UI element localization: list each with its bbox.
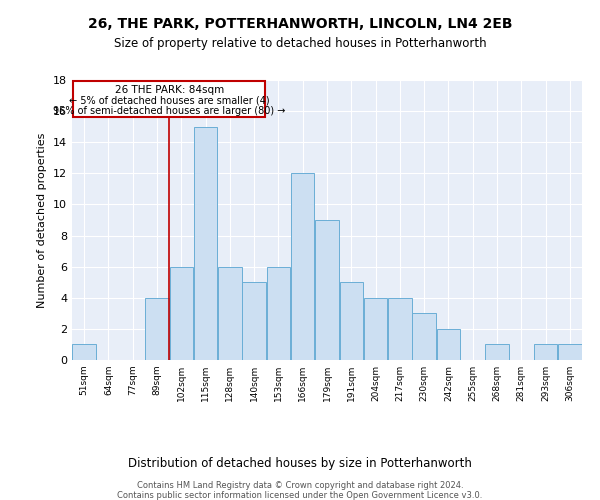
- Bar: [412, 314, 436, 360]
- Bar: [340, 282, 363, 360]
- Bar: [437, 329, 460, 360]
- Bar: [534, 344, 557, 360]
- Bar: [364, 298, 388, 360]
- Y-axis label: Number of detached properties: Number of detached properties: [37, 132, 47, 308]
- FancyBboxPatch shape: [73, 81, 265, 118]
- Bar: [194, 126, 217, 360]
- Bar: [485, 344, 509, 360]
- Text: Size of property relative to detached houses in Potterhanworth: Size of property relative to detached ho…: [113, 38, 487, 51]
- Bar: [388, 298, 412, 360]
- Text: Contains HM Land Registry data © Crown copyright and database right 2024.: Contains HM Land Registry data © Crown c…: [137, 481, 463, 490]
- Bar: [218, 266, 242, 360]
- Bar: [558, 344, 581, 360]
- Bar: [170, 266, 193, 360]
- Text: Contains public sector information licensed under the Open Government Licence v3: Contains public sector information licen…: [118, 491, 482, 500]
- Bar: [242, 282, 266, 360]
- Bar: [73, 344, 96, 360]
- Text: 26 THE PARK: 84sqm: 26 THE PARK: 84sqm: [115, 84, 224, 94]
- Text: Distribution of detached houses by size in Potterhanworth: Distribution of detached houses by size …: [128, 458, 472, 470]
- Text: 26, THE PARK, POTTERHANWORTH, LINCOLN, LN4 2EB: 26, THE PARK, POTTERHANWORTH, LINCOLN, L…: [88, 18, 512, 32]
- Text: ← 5% of detached houses are smaller (4): ← 5% of detached houses are smaller (4): [69, 96, 269, 106]
- Bar: [291, 174, 314, 360]
- Text: 95% of semi-detached houses are larger (80) →: 95% of semi-detached houses are larger (…: [53, 106, 286, 117]
- Bar: [266, 266, 290, 360]
- Bar: [145, 298, 169, 360]
- Bar: [315, 220, 339, 360]
